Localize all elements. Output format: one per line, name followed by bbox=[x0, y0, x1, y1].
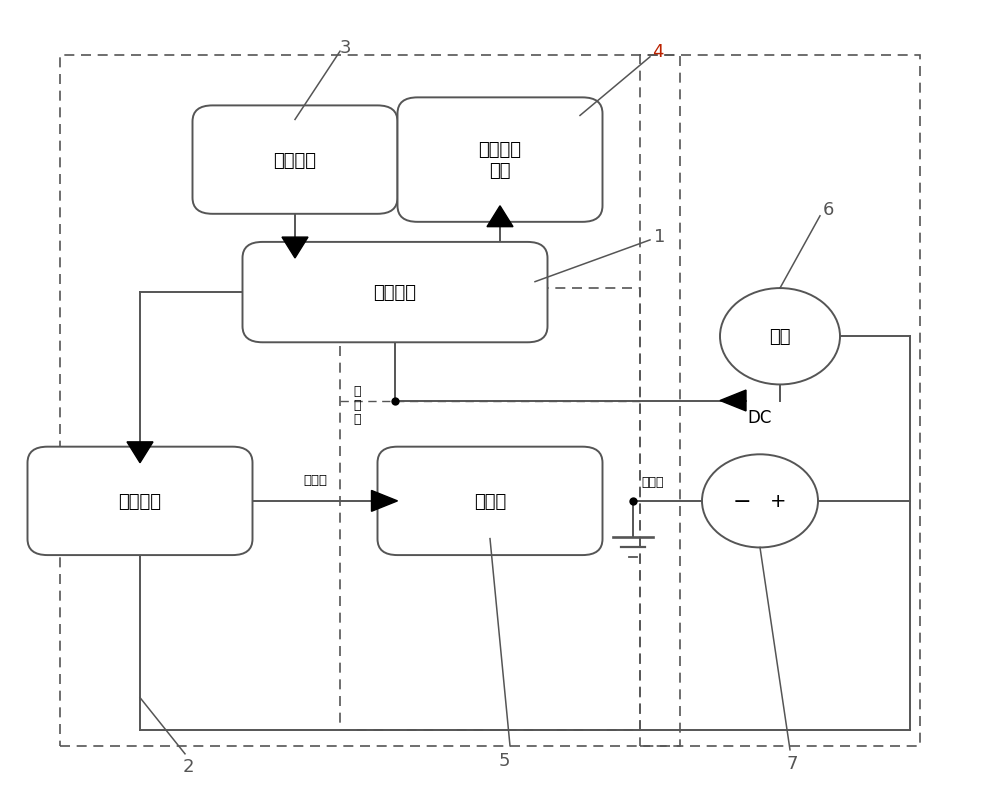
Text: 负载: 负载 bbox=[769, 328, 791, 346]
Text: −: − bbox=[733, 492, 751, 511]
Text: 1: 1 bbox=[654, 228, 666, 245]
Text: 开关管: 开关管 bbox=[474, 492, 506, 510]
Text: 输
入
级: 输 入 级 bbox=[353, 385, 361, 426]
Bar bbox=[340, 289, 640, 730]
Text: 输出级: 输出级 bbox=[641, 476, 664, 488]
Text: 5: 5 bbox=[498, 751, 510, 769]
FancyBboxPatch shape bbox=[397, 98, 602, 222]
Text: 故障显示
电路: 故障显示 电路 bbox=[479, 141, 522, 180]
Bar bbox=[60, 56, 680, 746]
Polygon shape bbox=[282, 237, 308, 258]
Text: 监控模块: 监控模块 bbox=[374, 284, 416, 302]
Text: 延时电路: 延时电路 bbox=[119, 492, 162, 510]
Polygon shape bbox=[487, 206, 513, 228]
Text: DC: DC bbox=[748, 408, 772, 426]
Polygon shape bbox=[127, 443, 153, 464]
Circle shape bbox=[702, 455, 818, 548]
Circle shape bbox=[720, 289, 840, 385]
Text: 7: 7 bbox=[786, 755, 798, 772]
Text: 受控级: 受控级 bbox=[303, 474, 327, 487]
FancyBboxPatch shape bbox=[192, 106, 397, 214]
Bar bbox=[640, 56, 920, 746]
Polygon shape bbox=[371, 491, 397, 512]
Text: 3: 3 bbox=[339, 39, 351, 57]
Text: 4: 4 bbox=[652, 43, 664, 61]
FancyBboxPatch shape bbox=[243, 242, 548, 343]
Text: 6: 6 bbox=[822, 201, 834, 219]
Text: 电源电路: 电源电路 bbox=[274, 152, 316, 169]
Polygon shape bbox=[720, 391, 746, 411]
FancyBboxPatch shape bbox=[377, 448, 602, 555]
Text: +: + bbox=[770, 492, 786, 511]
FancyBboxPatch shape bbox=[28, 448, 252, 555]
Text: 2: 2 bbox=[182, 757, 194, 775]
